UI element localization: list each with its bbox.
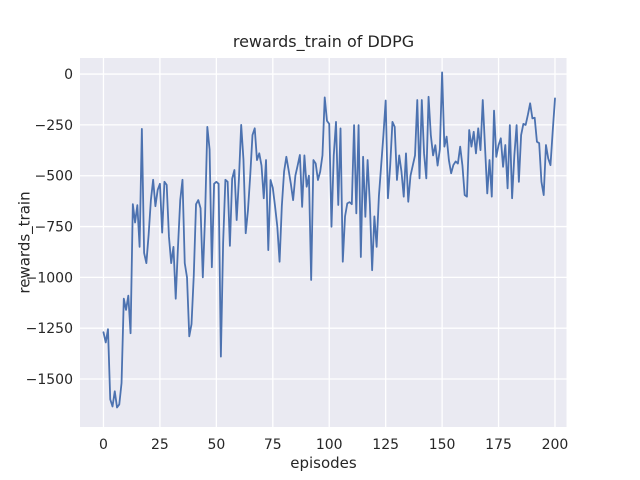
x-tick-label: 0 [99, 437, 108, 453]
x-tick-label: 25 [151, 437, 169, 453]
y-axis-label: rewards_train [15, 191, 34, 294]
chart-title: rewards_train of DDPG [232, 32, 415, 51]
y-tick-label: −250 [35, 118, 73, 134]
y-tick-label: −500 [35, 169, 73, 185]
y-tick-label: −1250 [26, 321, 73, 337]
x-tick-label: 75 [264, 437, 282, 453]
x-tick-label: 50 [207, 437, 225, 453]
y-tick-label: −1000 [26, 270, 73, 286]
x-tick-label: 200 [542, 437, 569, 453]
x-axis-label: episodes [290, 454, 357, 472]
x-tick-label: 100 [316, 437, 343, 453]
series-line-rewards_train [102, 71, 556, 409]
x-tick-label: 175 [485, 437, 512, 453]
x-tick-label: 150 [429, 437, 456, 453]
y-tick-label: −750 [35, 220, 73, 236]
y-tick-label: −1500 [26, 372, 73, 388]
y-tick-label: 0 [64, 67, 73, 83]
x-tick-label: 125 [372, 437, 399, 453]
